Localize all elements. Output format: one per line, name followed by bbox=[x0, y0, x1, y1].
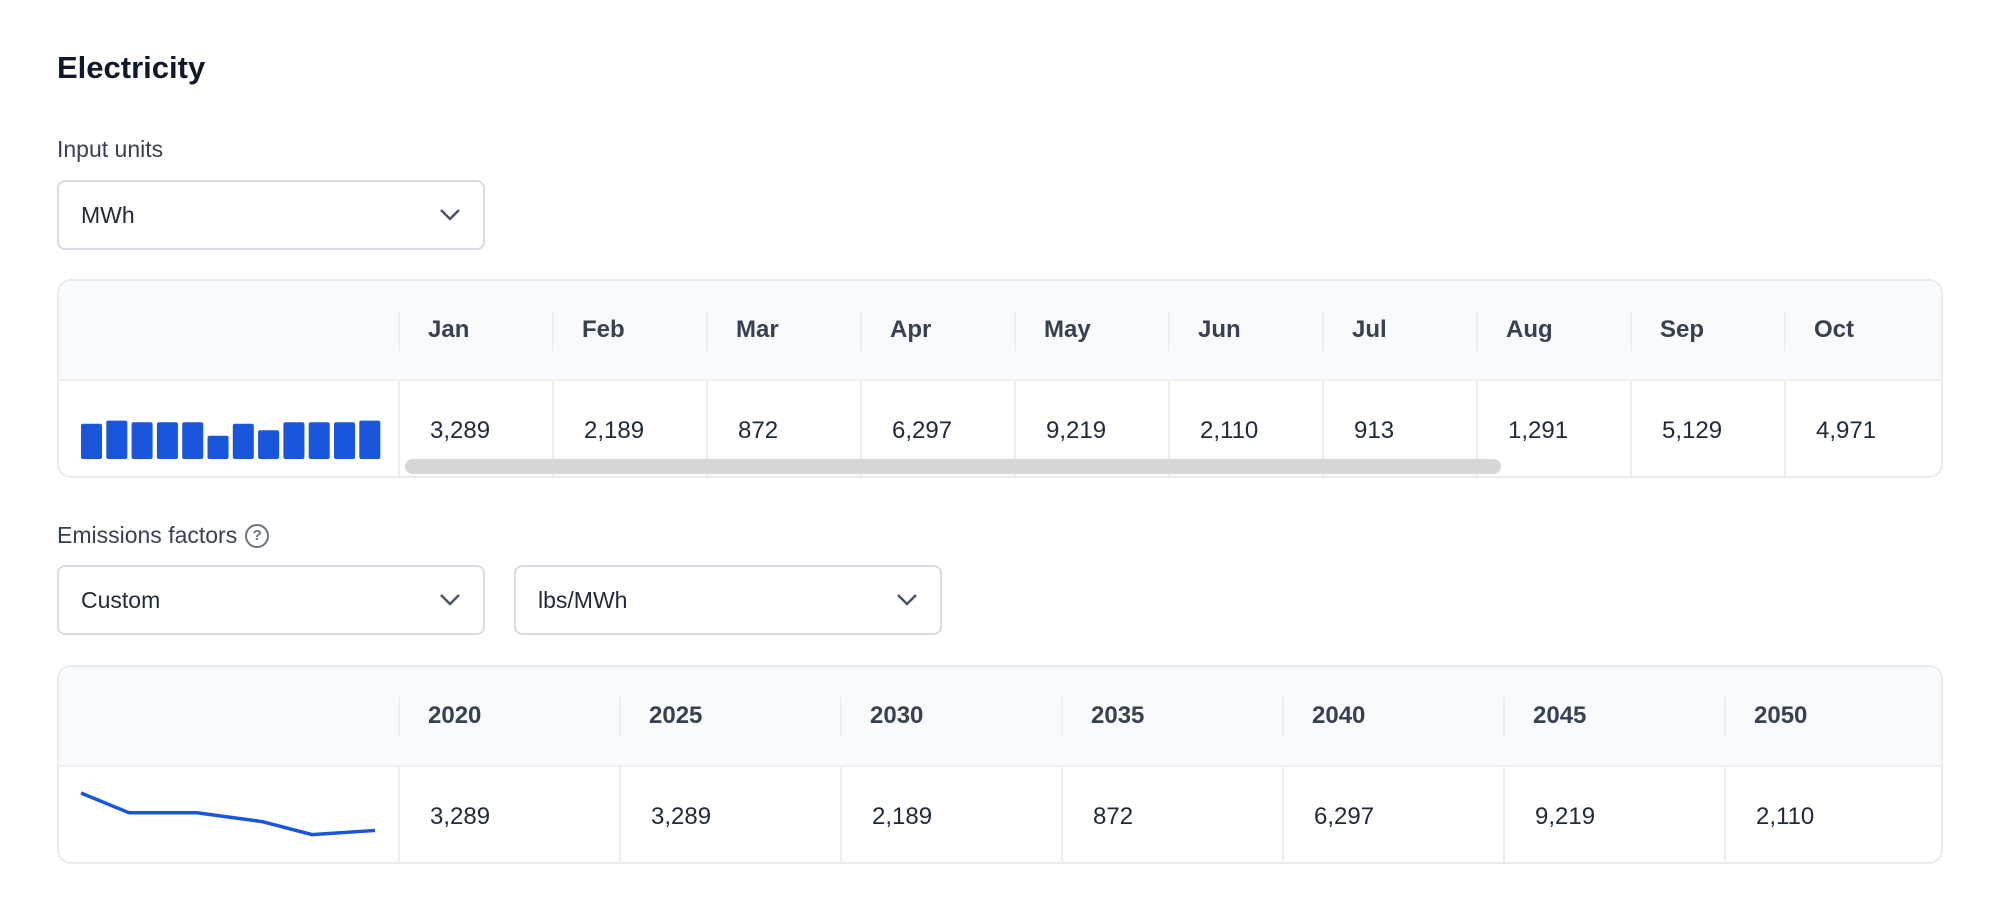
horizontal-scrollbar[interactable] bbox=[405, 459, 1501, 474]
column-header-aug: Aug bbox=[1476, 281, 1630, 379]
table-header-row: 2020 2025 2030 2035 2040 2045 2050 bbox=[59, 667, 1941, 767]
input-units-label: Input units bbox=[57, 136, 164, 162]
sparkbar bbox=[334, 422, 355, 459]
section-title: Electricity bbox=[57, 50, 206, 85]
column-header-may: May bbox=[1014, 281, 1168, 379]
sparkbar bbox=[258, 430, 280, 459]
sparkbar bbox=[156, 422, 178, 459]
column-header-2035: 2035 bbox=[1061, 667, 1282, 765]
input-units-select[interactable]: MWh bbox=[57, 180, 485, 250]
sparkbar bbox=[283, 422, 305, 459]
column-header-2020: 2020 bbox=[398, 667, 619, 765]
emissions-factors-label: Emissions factors ? bbox=[57, 522, 270, 549]
sparkbar bbox=[182, 422, 204, 459]
column-header-jan: Jan bbox=[398, 281, 552, 379]
value-cell-2040[interactable]: 6,297 bbox=[1282, 767, 1503, 862]
column-header-apr: Apr bbox=[860, 281, 1014, 379]
column-header-oct: Oct bbox=[1784, 281, 1938, 379]
value-cell-2020[interactable]: 3,289 bbox=[398, 767, 619, 862]
emissions-factors-table: 2020 2025 2030 2035 2040 2045 2050 3,289 3,289 2… bbox=[57, 665, 1943, 864]
value-cell-aug[interactable]: 1,291 bbox=[1476, 381, 1630, 476]
value-cell-oct[interactable]: 4,971 bbox=[1784, 381, 1938, 476]
value-cell-mar[interactable]: 872 bbox=[706, 381, 860, 476]
column-header-feb: Feb bbox=[552, 281, 706, 379]
column-header-2040: 2040 bbox=[1282, 667, 1503, 765]
column-header-mar: Mar bbox=[706, 281, 860, 379]
column-header-2045: 2045 bbox=[1503, 667, 1724, 765]
sparkbar bbox=[232, 423, 254, 459]
value-cell-2030[interactable]: 2,189 bbox=[840, 767, 1061, 862]
value-cell-feb[interactable]: 2,189 bbox=[552, 381, 706, 476]
emissions-source-select[interactable]: Custom bbox=[57, 565, 485, 635]
column-header-sep: Sep bbox=[1630, 281, 1784, 379]
column-header-jul: Jul bbox=[1322, 281, 1476, 379]
monthly-usage-table: Jan Feb Mar Apr May Jun Jul Aug Sep Oct 3,289 2,18… bbox=[57, 279, 1943, 478]
sparkbar bbox=[81, 423, 102, 459]
question-circle-icon[interactable]: ? bbox=[245, 523, 270, 548]
table-row: 3,289 2,189 872 6,297 9,219 2,110 913 1,291 5,12… bbox=[59, 381, 1941, 476]
value-cell-2045[interactable]: 9,219 bbox=[1503, 767, 1724, 862]
value-cell-sep[interactable]: 5,129 bbox=[1630, 381, 1784, 476]
usage-sparkbar-cell bbox=[59, 381, 398, 476]
factors-sparkline-cell bbox=[59, 767, 398, 862]
value-cell-jan[interactable]: 3,289 bbox=[398, 381, 552, 476]
column-header-2050: 2050 bbox=[1724, 667, 1941, 765]
chevron-down-icon bbox=[440, 209, 460, 221]
sparkbar bbox=[308, 422, 330, 459]
sparkbar bbox=[359, 420, 381, 459]
column-header-jun: Jun bbox=[1168, 281, 1322, 379]
value-cell-2035[interactable]: 872 bbox=[1061, 767, 1282, 862]
value-cell-2025[interactable]: 3,289 bbox=[619, 767, 840, 862]
sparkbar bbox=[131, 422, 153, 459]
chevron-down-icon bbox=[897, 594, 917, 606]
sparkbar bbox=[106, 420, 128, 459]
column-header-2030: 2030 bbox=[840, 667, 1061, 765]
table-row: 3,289 3,289 2,189 872 6,297 9,219 2,110 bbox=[59, 767, 1941, 862]
value-cell-jun[interactable]: 2,110 bbox=[1168, 381, 1322, 476]
sparkline bbox=[80, 791, 376, 837]
column-header-2025: 2025 bbox=[619, 667, 840, 765]
value-cell-apr[interactable]: 6,297 bbox=[860, 381, 1014, 476]
emissions-unit-select[interactable]: lbs/MWh bbox=[514, 565, 942, 635]
value-cell-jul[interactable]: 913 bbox=[1322, 381, 1476, 476]
value-cell-may[interactable]: 9,219 bbox=[1014, 381, 1168, 476]
value-cell-2050[interactable]: 2,110 bbox=[1724, 767, 1941, 862]
table-header-row: Jan Feb Mar Apr May Jun Jul Aug Sep Oct bbox=[59, 281, 1941, 381]
chevron-down-icon bbox=[440, 594, 460, 606]
sparkbar bbox=[207, 435, 229, 459]
